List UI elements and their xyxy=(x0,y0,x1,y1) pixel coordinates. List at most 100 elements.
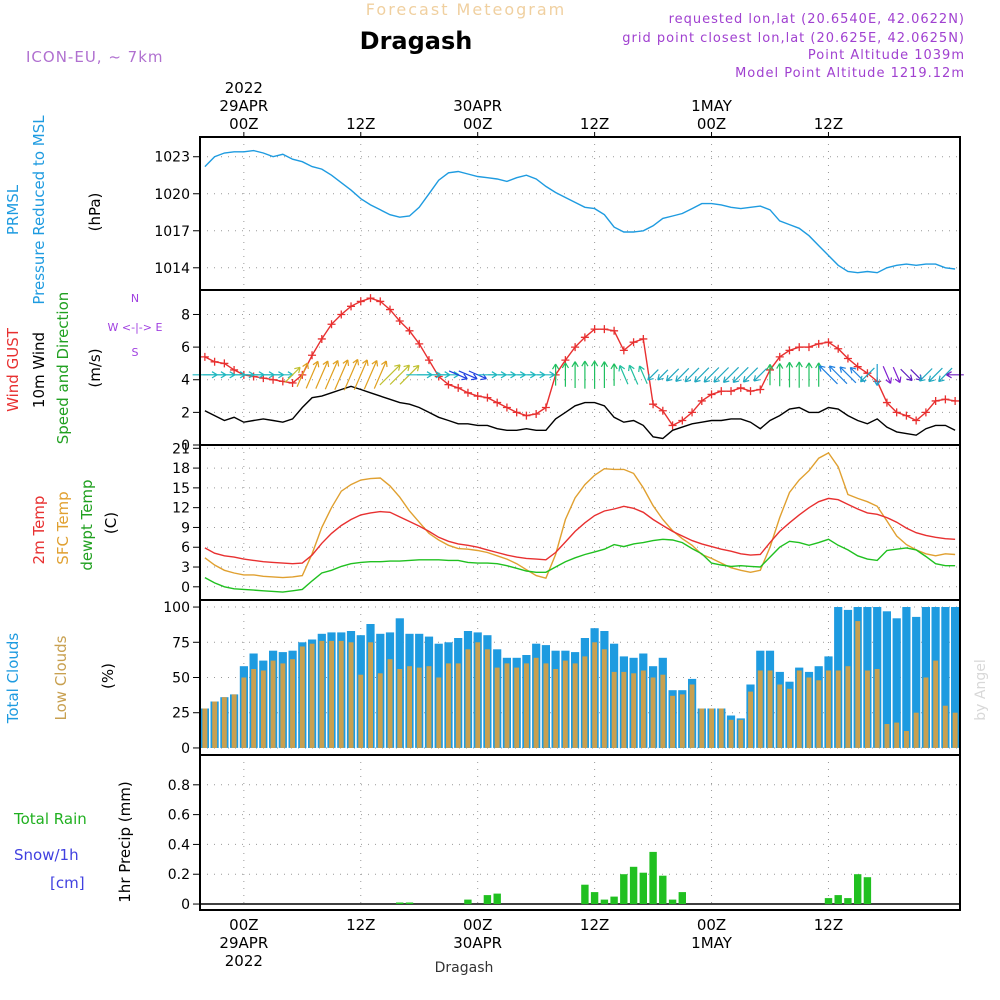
gust-marker xyxy=(444,380,453,389)
wind-vector xyxy=(315,360,330,389)
rain-bar xyxy=(483,895,492,904)
wind-vector xyxy=(590,360,599,389)
low-cloud-bar xyxy=(913,712,919,748)
low-cloud-bar xyxy=(582,656,588,748)
low-cloud-bar xyxy=(407,666,412,748)
tick-label-y: 75 xyxy=(172,635,190,651)
low-cloud-bar xyxy=(952,712,958,748)
rain-bar xyxy=(844,898,852,905)
forecast-label: Forecast Meteogram xyxy=(366,0,566,19)
wind-vector xyxy=(732,366,749,383)
rain-bar xyxy=(678,892,686,904)
gust-marker xyxy=(483,393,492,402)
label-sfc-temp: SFC Temp xyxy=(54,491,72,564)
rain-bar xyxy=(396,902,404,904)
low-cloud-bar xyxy=(611,671,617,748)
tick-label-y: 1017 xyxy=(154,224,190,240)
gust-marker xyxy=(220,359,229,368)
gust-marker xyxy=(424,356,433,365)
grid-coords: grid point closest lon,lat (20.625E, 42.… xyxy=(622,31,965,46)
low-cloud-bar xyxy=(787,688,792,748)
low-cloud-bar xyxy=(309,643,315,748)
wind-vector xyxy=(389,364,410,385)
gust-marker xyxy=(376,297,385,306)
gust-marker xyxy=(463,388,472,397)
gust-marker xyxy=(795,343,804,352)
low-cloud-bar xyxy=(270,660,276,748)
wind-vector xyxy=(610,363,618,386)
low-cloud-bar xyxy=(748,691,753,748)
wind-vector xyxy=(561,362,570,387)
gust-marker xyxy=(892,408,901,417)
wind-vector xyxy=(694,367,710,383)
gust-marker xyxy=(580,333,589,342)
label-dewpt: dewpt Temp xyxy=(78,479,96,570)
gust-line xyxy=(204,297,956,427)
gust-marker xyxy=(317,334,326,343)
low-cloud-bar xyxy=(670,695,675,748)
rain-bar xyxy=(854,874,862,904)
time-label-top: 12Z xyxy=(346,115,375,133)
gust-marker xyxy=(775,352,784,361)
time-label-top: 1MAY xyxy=(691,97,733,115)
tick-label-y: 6 xyxy=(181,540,190,556)
low-cloud-bar xyxy=(524,663,529,748)
wind-vector xyxy=(448,370,468,381)
wind-vector xyxy=(551,363,560,386)
low-cloud-bar xyxy=(592,642,598,748)
wind-vector xyxy=(373,360,388,389)
wind-vector xyxy=(946,371,964,379)
tick-label-y: 21 xyxy=(172,441,190,457)
wind-vector xyxy=(919,368,933,382)
compass-n: N xyxy=(131,292,139,305)
gust-marker xyxy=(649,400,658,409)
wind-vector xyxy=(296,362,309,387)
gust-marker xyxy=(493,398,502,407)
low-cloud-bar xyxy=(543,663,549,748)
tick-label-y: 0.6 xyxy=(168,808,190,824)
low-cloud-bar xyxy=(485,649,490,748)
wind-vector xyxy=(828,365,848,385)
wind-vector xyxy=(722,366,740,383)
time-label-bottom: 2022 xyxy=(225,952,263,970)
gust-marker xyxy=(454,383,463,392)
total-cloud-bar xyxy=(892,618,901,748)
time-label-bottom: 1MAY xyxy=(691,934,733,952)
low-cloud-bar xyxy=(202,708,208,748)
gust-marker xyxy=(736,383,745,392)
time-label-top: 00Z xyxy=(697,115,726,133)
gust-marker xyxy=(824,338,833,347)
tick-label-y: 50 xyxy=(172,671,190,687)
low-cloud-bar xyxy=(942,705,948,748)
tick-label-y: 0 xyxy=(181,897,190,913)
low-cloud-bar xyxy=(777,684,783,748)
low-cloud-bar xyxy=(455,663,461,748)
tick-label-y: 0 xyxy=(181,580,190,596)
gust-marker xyxy=(610,326,619,335)
gust-marker xyxy=(746,387,755,396)
panel-frame-wind xyxy=(199,289,961,446)
gust-marker xyxy=(912,416,921,425)
gust-marker xyxy=(804,343,813,352)
low-cloud-bar xyxy=(562,660,568,748)
low-cloud-bar xyxy=(709,708,714,748)
time-label-bottom: 00Z xyxy=(229,916,258,934)
gust-marker xyxy=(639,334,648,343)
pressure-line xyxy=(204,149,956,274)
total-cloud-bar xyxy=(902,607,911,748)
wind-vector xyxy=(537,371,555,379)
low-cloud-bar xyxy=(728,719,734,748)
label-total-clouds: Total Clouds xyxy=(4,633,22,725)
time-label-bottom: 29APR xyxy=(219,934,268,952)
gust-marker xyxy=(571,343,580,352)
low-cloud-bar xyxy=(212,701,218,748)
wind-vector xyxy=(900,368,913,382)
axes-layer: 1014101710201023024680369121518210255075… xyxy=(154,79,961,970)
rain-bar xyxy=(649,851,657,905)
time-label-top: 2022 xyxy=(225,79,263,97)
low-cloud-bar xyxy=(884,724,890,748)
low-cloud-bar xyxy=(299,646,305,748)
rain-bar xyxy=(600,899,609,905)
panel-frame-temperature xyxy=(199,444,961,601)
low-cloud-bar xyxy=(806,677,812,748)
